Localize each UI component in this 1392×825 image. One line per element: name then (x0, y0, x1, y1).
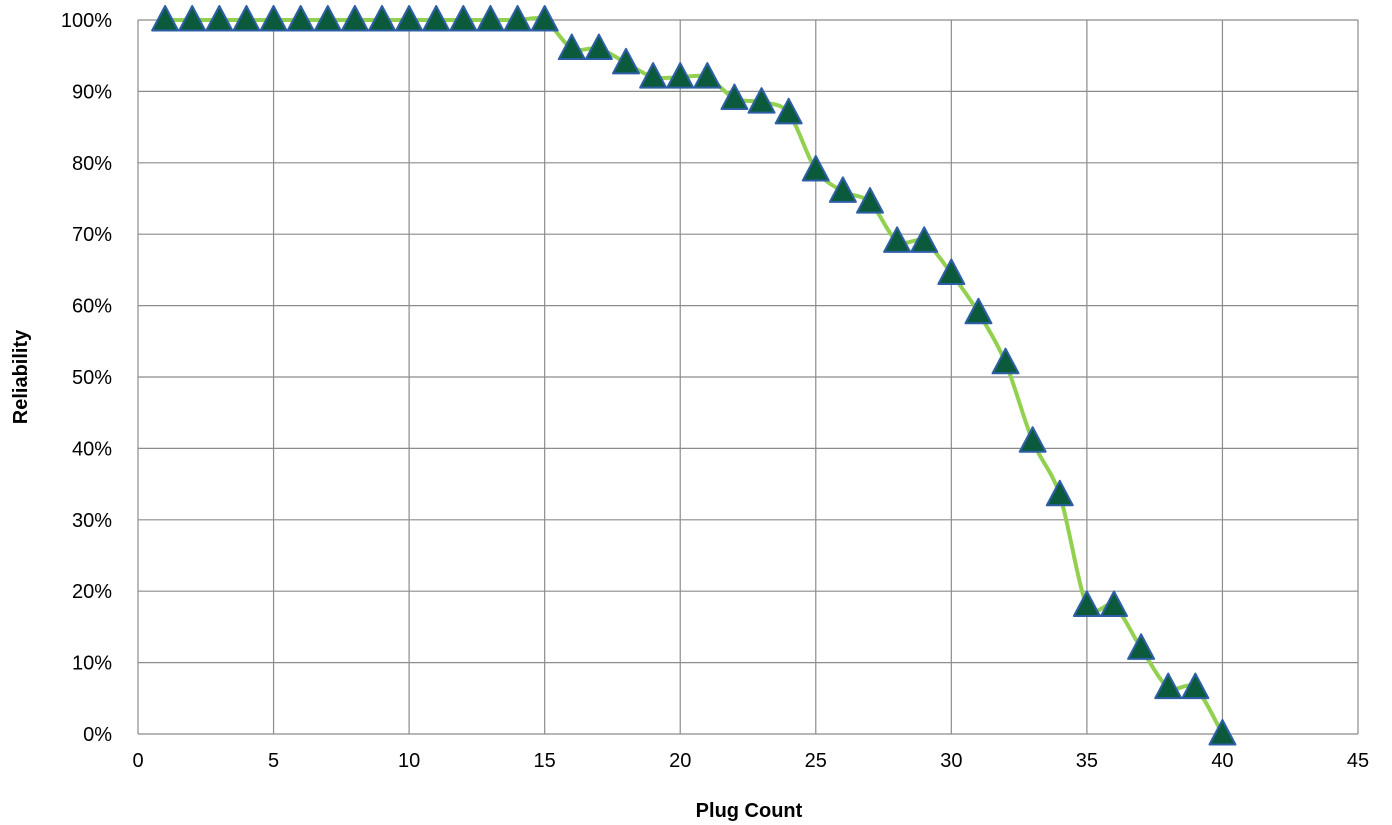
data-point-marker (774, 97, 803, 125)
data-point-marker (557, 33, 586, 61)
y-tick-label: 10% (72, 653, 112, 675)
data-point-marker (747, 87, 776, 114)
x-tick-label: 35 (1076, 750, 1098, 772)
data-point-marker (530, 5, 559, 32)
grid (137, 19, 1359, 735)
data-point-marker (1100, 590, 1128, 617)
data-point-marker (368, 5, 396, 32)
data-point-marker (340, 5, 369, 32)
x-axis-ticks: 0 5 10 15 20 25 30 35 40 45 (132, 750, 1369, 772)
data-point-marker (313, 5, 342, 32)
data-point-marker (612, 47, 640, 75)
y-tick-label: 90% (72, 81, 112, 103)
x-tick-label: 10 (398, 750, 420, 772)
x-tick-label: 30 (940, 750, 962, 772)
data-point-marker (937, 258, 966, 285)
data-point-marker (1181, 672, 1210, 700)
y-tick-label: 80% (72, 153, 112, 175)
x-tick-label: 25 (805, 750, 827, 772)
y-tick-label: 0% (83, 724, 112, 746)
data-point-marker (205, 5, 234, 32)
x-tick-label: 40 (1211, 750, 1233, 772)
data-point-marker (1127, 633, 1156, 660)
data-point-marker (639, 62, 668, 89)
data-point-marker (232, 5, 261, 32)
y-tick-label: 30% (72, 510, 112, 532)
data-point-marker (151, 5, 180, 32)
x-tick-label: 20 (669, 750, 691, 772)
data-point-marker (476, 5, 505, 32)
data-point-marker (178, 5, 207, 32)
series-line (165, 16, 1225, 736)
data-point-marker (1018, 426, 1047, 453)
x-tick-label: 45 (1347, 750, 1369, 772)
y-tick-label: 60% (72, 296, 112, 318)
data-point-marker (801, 154, 830, 182)
data-point-marker (720, 83, 749, 111)
data-point-marker (503, 5, 532, 32)
data-point-marker (395, 5, 424, 32)
x-tick-label: 15 (534, 750, 556, 772)
data-point-marker (1045, 479, 1074, 507)
data-point-marker (259, 5, 288, 32)
data-point-marker (828, 176, 857, 203)
data-point-marker (1154, 672, 1183, 700)
y-tick-label: 70% (72, 224, 112, 246)
y-axis-ticks: 0% 10% 20% 30% 40% 50% 60% 70% 80% 90% 100% (61, 10, 112, 746)
y-tick-label: 50% (72, 367, 112, 389)
data-point-marker (449, 5, 478, 32)
y-tick-label: 100% (61, 10, 112, 32)
data-point-marker (991, 347, 1020, 375)
data-point-marker (422, 5, 451, 32)
y-tick-label: 40% (72, 438, 112, 460)
markers (151, 5, 1237, 746)
data-point-marker (883, 226, 912, 253)
data-point-marker (964, 297, 993, 325)
data-point-marker (1072, 590, 1101, 617)
x-tick-label: 5 (268, 750, 279, 772)
x-axis-title: Plug Count (696, 800, 803, 822)
data-point-marker (286, 5, 315, 32)
data-point-marker (910, 226, 939, 253)
data-point-marker (856, 187, 884, 214)
y-tick-label: 20% (72, 581, 112, 603)
x-tick-label: 0 (132, 750, 143, 772)
y-axis-title: Reliability (10, 329, 32, 424)
data-point-marker (666, 62, 695, 89)
data-point-marker (1208, 719, 1237, 746)
data-point-marker (584, 33, 613, 61)
data-point-marker (693, 62, 722, 89)
